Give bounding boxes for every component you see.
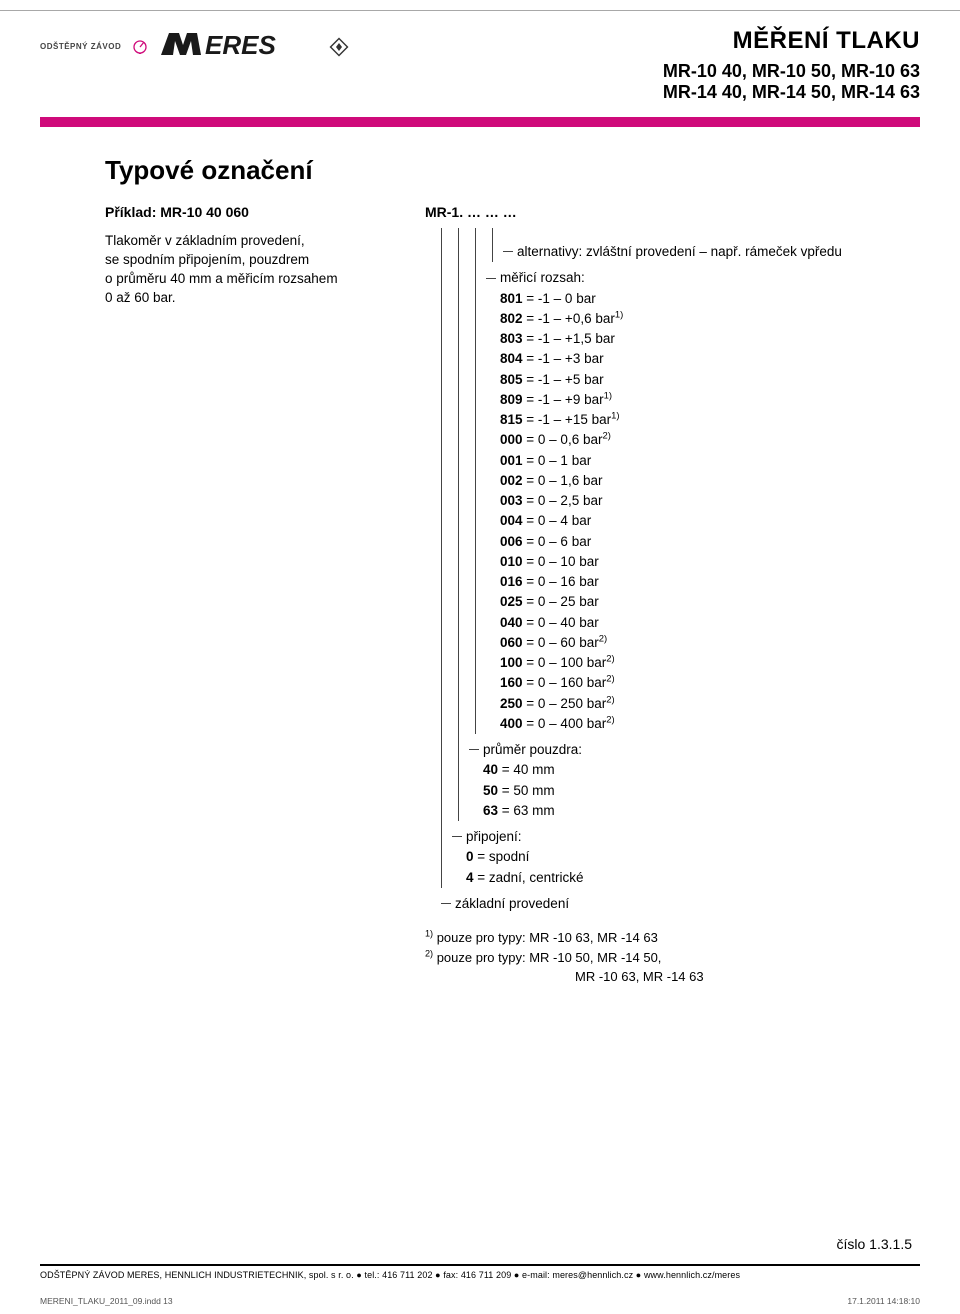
diam-item: 63 = 63 mm — [483, 801, 842, 821]
range-item: 100 = 0 – 100 bar2) — [500, 653, 842, 673]
page-number: číslo 1.3.1.5 — [837, 1236, 913, 1252]
footer-text: ODŠTĚPNÝ ZÁVOD MERES, HENNLICH INDUSTRIE… — [40, 1270, 740, 1280]
gauge-icon — [129, 33, 153, 60]
conn-label: připojení: — [466, 827, 842, 847]
page: ODŠTĚPNÝ ZÁVOD ERES — [0, 0, 960, 1314]
range-item: 006 = 0 – 6 bar — [500, 532, 842, 552]
range-item: 250 = 0 – 250 bar2) — [500, 694, 842, 714]
diam-block: průměr pouzdra: 40 = 40 mm50 = 50 mm63 =… — [469, 740, 842, 821]
footnote-1: 1) pouze pro typy: MR -10 63, MR -14 63 — [425, 928, 842, 948]
diam-list: 40 = 40 mm50 = 50 mm63 = 63 mm — [483, 760, 842, 821]
range-item: 000 = 0 – 0,6 bar2) — [500, 430, 842, 450]
diam-item: 40 = 40 mm — [483, 760, 842, 780]
range-item: 815 = -1 – +15 bar1) — [500, 410, 842, 430]
logo-area: ODŠTĚPNÝ ZÁVOD ERES — [40, 27, 663, 66]
range-item: 809 = -1 – +9 bar1) — [500, 390, 842, 410]
tree-level-3: alternativy: zvláštní provedení – např. … — [475, 228, 842, 734]
example-desc: Tlakoměr v základním provedení, se spodn… — [105, 232, 425, 308]
indd-meta: MERENI_TLAKU_2011_09.indd 13 17.1.2011 1… — [40, 1296, 920, 1306]
fn1-sup: 1) — [425, 929, 433, 939]
odstepny-label: ODŠTĚPNÝ ZÁVOD — [40, 42, 121, 51]
range-item: 802 = -1 – +0,6 bar1) — [500, 309, 842, 329]
example-label: Příklad: MR-10 40 060 — [105, 204, 425, 220]
range-item: 001 = 0 – 1 bar — [500, 451, 842, 471]
range-item: 040 = 0 – 40 bar — [500, 613, 842, 633]
range-list: 801 = -1 – 0 bar802 = -1 – +0,6 bar1)803… — [500, 289, 842, 735]
range-item: 803 = -1 – +1,5 bar — [500, 329, 842, 349]
indd-left: MERENI_TLAKU_2011_09.indd 13 — [40, 1296, 173, 1306]
title-main: MĚŘENÍ TLAKU — [663, 27, 920, 55]
svg-text:ERES: ERES — [205, 30, 276, 60]
footer-bar: ODŠTĚPNÝ ZÁVOD MERES, HENNLICH INDUSTRIE… — [40, 1264, 920, 1280]
header: ODŠTĚPNÝ ZÁVOD ERES — [0, 11, 960, 111]
conn-item: 4 = zadní, centrické — [466, 868, 842, 888]
title-sub-1: MR-10 40, MR-10 50, MR-10 63 — [663, 61, 920, 82]
accent-bar — [40, 117, 920, 127]
desc-line: Tlakoměr v základním provedení, — [105, 232, 425, 251]
fn2-sup: 2) — [425, 948, 433, 958]
tree-level-4: alternativy: zvláštní provedení – např. … — [492, 228, 842, 262]
tree-level-1: alternativy: zvláštní provedení – např. … — [441, 228, 842, 888]
base-block: základní provedení — [441, 894, 842, 914]
range-label: měřicí rozsah: — [500, 268, 842, 288]
indd-right: 17.1.2011 14:18:10 — [847, 1296, 920, 1306]
fn2-text: pouze pro typy: MR -10 50, MR -14 50, — [433, 950, 661, 965]
example-code: MR-1. … … … — [425, 204, 842, 220]
range-item: 160 = 0 – 160 bar2) — [500, 673, 842, 693]
content: Typové označení Příklad: MR-10 40 060 Tl… — [0, 127, 960, 987]
range-item: 804 = -1 – +3 bar — [500, 349, 842, 369]
alt-leaf: alternativy: zvláštní provedení – např. … — [503, 242, 842, 262]
range-item: 060 = 0 – 60 bar2) — [500, 633, 842, 653]
footnote-2b: MR -10 63, MR -14 63 — [425, 967, 842, 987]
range-item: 805 = -1 – +5 bar — [500, 370, 842, 390]
footnotes: 1) pouze pro typy: MR -10 63, MR -14 63 … — [425, 928, 842, 987]
title-sub-2: MR-14 40, MR-14 50, MR-14 63 — [663, 82, 920, 103]
desc-line: o průměru 40 mm a měřicím rozsahem — [105, 270, 425, 289]
conn-block: připojení: 0 = spodní4 = zadní, centrick… — [452, 827, 842, 888]
range-block: měřicí rozsah: 801 = -1 – 0 bar802 = -1 … — [486, 268, 842, 734]
range-item: 400 = 0 – 400 bar2) — [500, 714, 842, 734]
example-block: Příklad: MR-10 40 060 Tlakoměr v základn… — [105, 204, 912, 987]
fn1-text: pouze pro typy: MR -10 63, MR -14 63 — [433, 930, 658, 945]
range-item: 801 = -1 – 0 bar — [500, 289, 842, 309]
range-item: 002 = 0 – 1,6 bar — [500, 471, 842, 491]
range-item: 025 = 0 – 25 bar — [500, 592, 842, 612]
section-title: Typové označení — [105, 155, 912, 186]
desc-line: 0 až 60 bar. — [105, 289, 425, 308]
range-item: 004 = 0 – 4 bar — [500, 511, 842, 531]
range-item: 010 = 0 – 10 bar — [500, 552, 842, 572]
diam-item: 50 = 50 mm — [483, 781, 842, 801]
tree: alternativy: zvláštní provedení – např. … — [425, 228, 842, 914]
range-item: 016 = 0 – 16 bar — [500, 572, 842, 592]
range-item: 003 = 0 – 2,5 bar — [500, 491, 842, 511]
code-tree: MR-1. … … … alternativy: zvláštní proved… — [425, 204, 842, 987]
example-left: Příklad: MR-10 40 060 Tlakoměr v základn… — [105, 204, 425, 308]
title-block: MĚŘENÍ TLAKU MR-10 40, MR-10 50, MR-10 6… — [663, 27, 920, 103]
tree-level-2: alternativy: zvláštní provedení – např. … — [458, 228, 842, 821]
diamond-icon — [329, 37, 349, 57]
conn-item: 0 = spodní — [466, 847, 842, 867]
conn-list: 0 = spodní4 = zadní, centrické — [466, 847, 842, 888]
desc-line: se spodním připojením, pouzdrem — [105, 251, 425, 270]
footnote-2: 2) pouze pro typy: MR -10 50, MR -14 50, — [425, 948, 842, 968]
meres-logo: ERES — [161, 27, 321, 66]
base-label: základní provedení — [455, 896, 569, 911]
diam-label: průměr pouzdra: — [483, 740, 842, 760]
